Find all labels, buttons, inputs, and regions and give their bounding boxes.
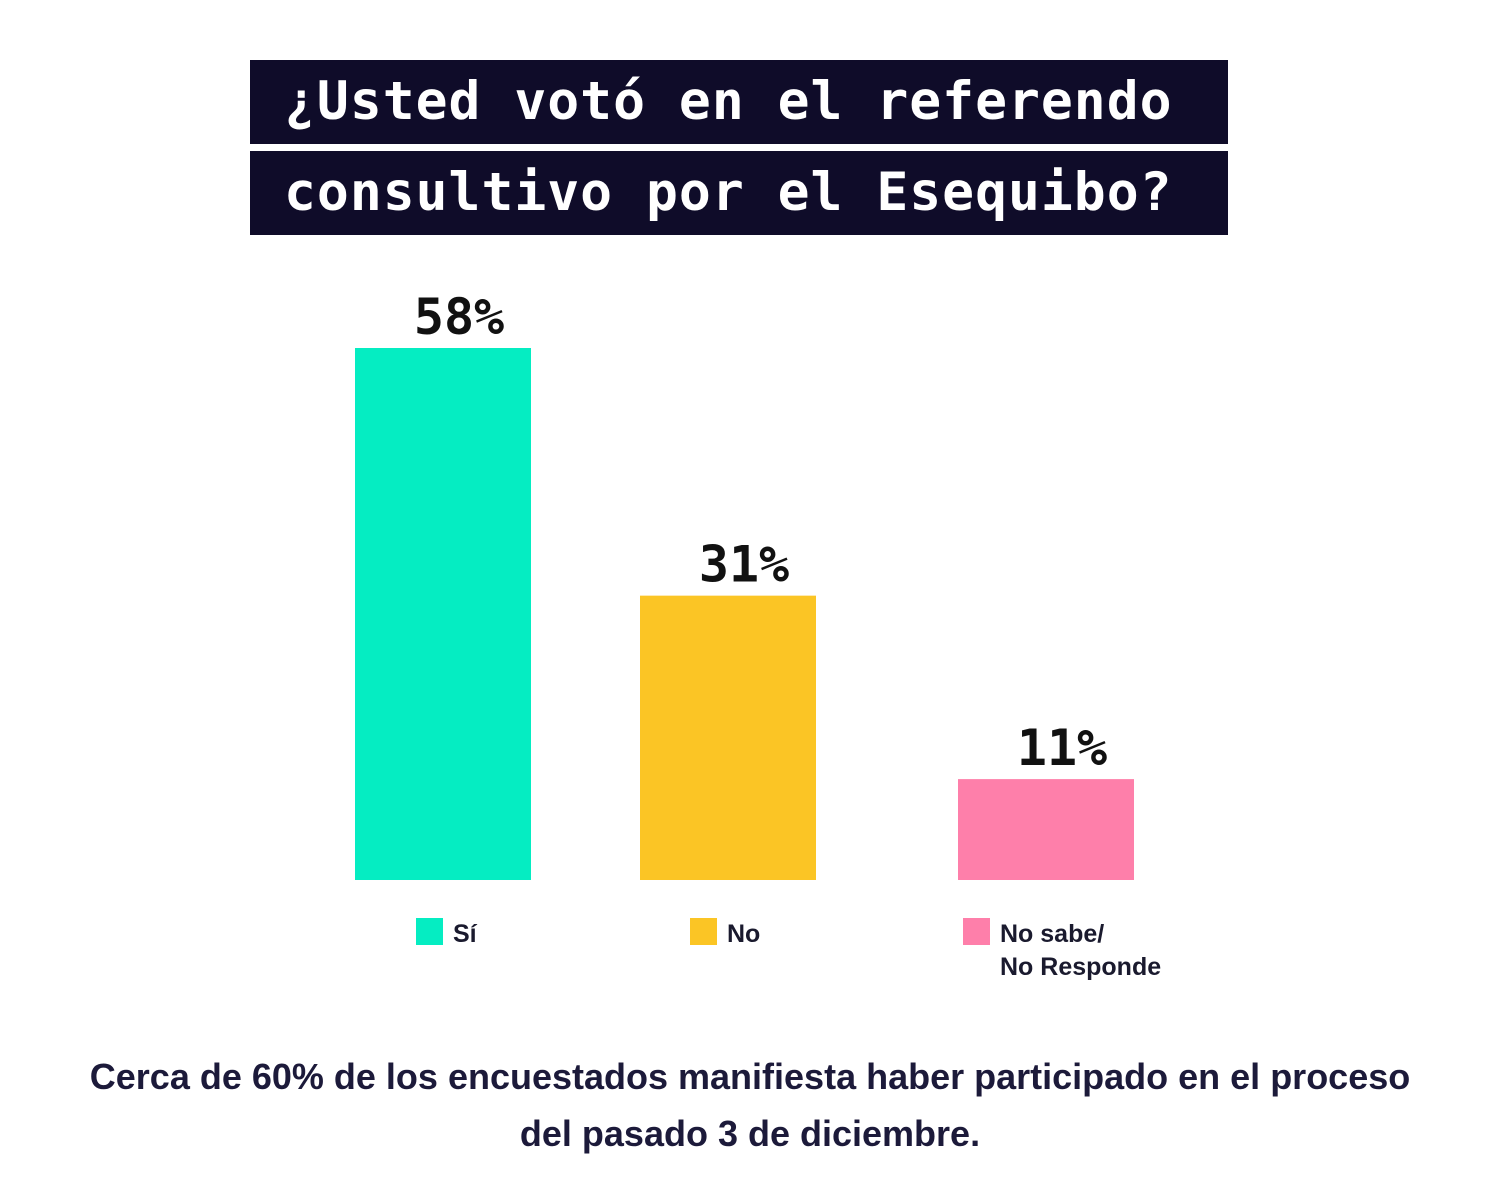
bar-1 (355, 348, 531, 880)
caption-line-2: del pasado 3 de diciembre. (519, 1113, 981, 1154)
legend-swatch-1 (416, 918, 443, 945)
legend-label-2-line-1: No (727, 920, 760, 948)
bar-value-label-1: 58% (414, 288, 504, 346)
caption-line-1: Cerca de 60% de los encuestados manifies… (89, 1056, 1411, 1097)
legend-swatch-2 (690, 918, 717, 945)
bar-value-label-2: 31% (699, 536, 789, 594)
legend-swatch-3 (963, 918, 990, 945)
chart-title-line-1: ¿Usted votó en el referendo (250, 60, 1228, 144)
bar-value-label-3: 11% (1017, 719, 1107, 777)
chart-title-line-2: consultivo por el Esequibo? (250, 151, 1228, 235)
bar-3 (958, 779, 1134, 880)
bar-2 (640, 595, 816, 880)
legend-label-3-line-1: No sabe/ (1000, 920, 1104, 948)
chart-caption: Cerca de 60% de los encuestados manifies… (0, 1048, 1500, 1162)
legend-label-3-line-2: No Responde (1000, 953, 1161, 981)
legend-label-1-line-1: Sí (453, 920, 478, 948)
